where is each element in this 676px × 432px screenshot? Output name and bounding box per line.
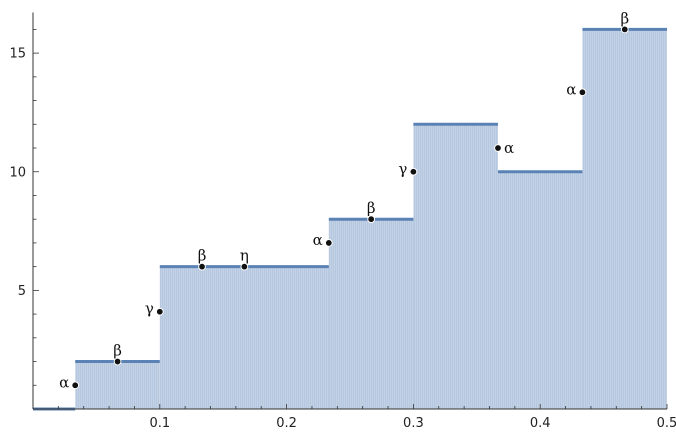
data-point-9 (578, 88, 587, 97)
x-tick-label: 0.4 (530, 416, 551, 431)
axes (32, 12, 667, 410)
point-label-2: γ (145, 300, 154, 318)
point-label-0: α (59, 373, 69, 391)
data-point-4 (240, 262, 249, 271)
data-point-8 (494, 144, 502, 152)
data-point-3 (198, 262, 206, 271)
x-tick-label: 0.1 (149, 416, 170, 431)
data-point-2 (155, 307, 164, 316)
data-point-5 (324, 239, 333, 247)
point-label-7: γ (398, 160, 407, 178)
point-label-5: α (313, 231, 323, 249)
point-labels: α β γ β η α β γ α α β (59, 9, 629, 391)
y-tick-label: 15 (9, 47, 26, 62)
plot-area-stripes (76, 29, 666, 409)
y-tick-label: 10 (9, 165, 26, 180)
point-label-4: η (240, 247, 249, 265)
point-label-9: α (566, 80, 576, 98)
tick-labels: 0.1 0.2 0.3 0.4 0.5 5 10 15 (9, 47, 676, 431)
data-point-0 (71, 381, 80, 390)
step-fill-4 (413, 124, 498, 410)
point-label-10: β (620, 9, 629, 27)
step-fill-1 (75, 361, 160, 409)
data-point-1 (113, 357, 122, 366)
point-label-8: α (504, 139, 514, 157)
x-tick-label: 0.3 (403, 416, 424, 431)
data-point-7 (409, 167, 418, 176)
step-fill-6 (582, 29, 667, 410)
data-point-10 (620, 25, 629, 34)
x-tick-label: 0.5 (657, 416, 676, 431)
x-tick-label: 0.2 (276, 416, 297, 431)
point-label-3: β (198, 247, 207, 265)
ticks (33, 28, 668, 409)
data-point-6 (367, 215, 376, 224)
point-label-1: β (113, 342, 122, 360)
y-tick-label: 5 (18, 284, 26, 299)
point-label-6: β (367, 199, 376, 217)
data-points (71, 25, 629, 390)
